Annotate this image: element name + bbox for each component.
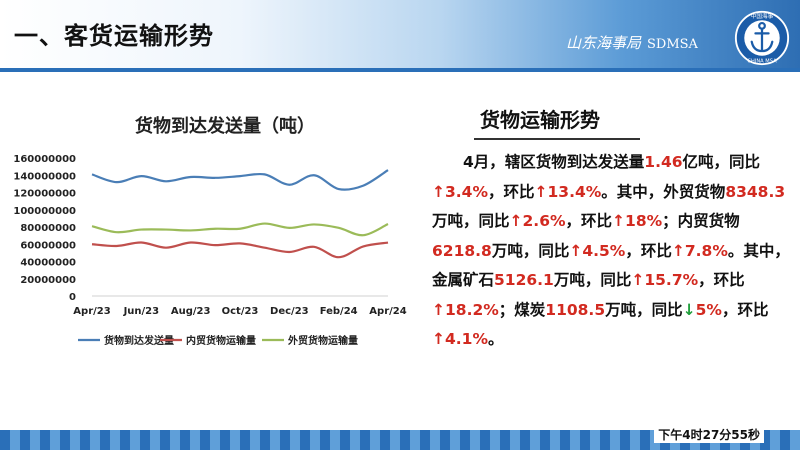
legend-label: 内贸货物运输量	[186, 334, 256, 347]
header-divider	[0, 68, 800, 72]
summary-number: 18%	[625, 212, 663, 230]
summary-text: ；内贸货物	[662, 212, 740, 230]
up-arrow-icon: ↑	[509, 212, 523, 230]
up-arrow-icon: ↑	[432, 300, 445, 319]
chart-title: 货物到达发送量（吨）	[135, 116, 315, 137]
line-chart: 0 20000000 40000000 60000000 80000000 1000000…	[13, 154, 406, 347]
summary-text: 万吨，同比	[605, 300, 683, 319]
y-tick-label: 140000000	[13, 171, 76, 182]
x-tick-label: Apr/23	[73, 306, 110, 317]
section-title: 货物运输形势	[480, 108, 600, 132]
brand-text: 山东海事局	[566, 34, 642, 52]
logo-top-text: 中国海事	[751, 12, 774, 20]
summary-number: 1108.5	[545, 300, 606, 319]
x-tick-label: Apr/24	[369, 306, 406, 317]
summary-text: ，环比	[625, 241, 672, 260]
page-title: 一、客货运输形势	[14, 22, 214, 50]
summary-text: 万吨，同比	[491, 241, 570, 260]
series-line-2	[91, 241, 389, 259]
y-tick-label: 0	[69, 292, 76, 303]
summary-text: 。其中，金属矿石	[432, 241, 790, 290]
summary-number: 15.7%	[644, 271, 699, 289]
up-arrow-icon: ↑	[631, 271, 645, 289]
x-tick-label: Oct/23	[222, 306, 259, 317]
footer-stripe	[0, 430, 800, 450]
china-msa-logo: 中国海事 CHINA MSA	[734, 10, 790, 66]
summary-text: 。	[488, 330, 504, 348]
series-line-1	[91, 169, 389, 191]
x-tick-label: Aug/23	[171, 306, 211, 317]
up-arrow-icon: ↑	[534, 182, 548, 201]
summary-text: ；煤炭	[498, 300, 546, 319]
y-tick-label: 100000000	[13, 206, 76, 217]
title-underline	[474, 138, 640, 140]
logo-bottom-text: CHINA MSA	[747, 58, 777, 64]
summary-number: 4.5%	[582, 241, 626, 260]
header-banner: 一、客货运输形势 山东海事局 SDMSA 中国海事 CHINA MSA	[0, 0, 800, 72]
legend-label: 货物到达发送量	[104, 334, 174, 347]
brand-label: 山东海事局 SDMSA	[566, 32, 698, 53]
summary-number: 13.4%	[547, 182, 602, 201]
summary-text: 。其中，外贸货物	[601, 182, 726, 201]
y-tick-label: 40000000	[20, 258, 76, 269]
series-line-3	[91, 222, 389, 237]
x-tick-label: Jun/23	[123, 306, 160, 317]
summary-number: 5%	[695, 300, 722, 319]
summary-number: 6218.8	[432, 241, 492, 260]
summary-number: 7.8%	[684, 241, 728, 260]
y-tick-label: 80000000	[20, 223, 76, 234]
summary-text: ，环比	[698, 271, 745, 289]
summary-number: 8348.3	[725, 182, 786, 201]
down-arrow-icon: ↓	[682, 300, 696, 319]
up-arrow-icon: ↑	[671, 241, 685, 260]
summary-number: 1.46	[644, 153, 683, 171]
summary-text: 4月，辖区货物到达发送量	[432, 153, 645, 171]
summary-text: ，环比	[565, 212, 613, 230]
summary-text: ，环比	[721, 300, 769, 319]
summary-number: 2.6%	[522, 212, 566, 230]
summary-number: 18.2%	[445, 300, 499, 319]
x-tick-label: Feb/24	[320, 306, 358, 317]
up-arrow-icon: ↑	[432, 330, 445, 348]
summary-number: 5126.1	[494, 271, 554, 289]
up-arrow-icon: ↑	[569, 241, 583, 260]
summary-number: 4.1%	[445, 330, 488, 348]
summary-text: 万吨，同比	[553, 271, 632, 289]
summary-paragraph: 4月，辖区货物到达发送量1.46亿吨，同比↑3.4%，环比↑13.4%。其中，外…	[432, 148, 792, 355]
anchor-icon	[750, 21, 774, 53]
brand-code: SDMSA	[647, 37, 698, 52]
summary-text: 亿吨，同比	[682, 153, 761, 171]
x-tick-label: Dec/23	[270, 306, 309, 317]
up-arrow-icon: ↑	[432, 182, 445, 201]
summary-text: ，环比	[488, 182, 535, 201]
y-tick-label: 160000000	[13, 154, 76, 165]
summary-text: 万吨，同比	[432, 212, 510, 230]
y-tick-label: 20000000	[20, 275, 76, 286]
summary-number: 3.4%	[445, 182, 488, 201]
legend-label: 外贸货物运输量	[287, 334, 358, 347]
y-tick-label: 120000000	[13, 189, 76, 200]
y-tick-label: 60000000	[20, 240, 76, 251]
clock-text: 下午4时27分55秒	[654, 426, 764, 443]
up-arrow-icon: ↑	[612, 212, 626, 230]
